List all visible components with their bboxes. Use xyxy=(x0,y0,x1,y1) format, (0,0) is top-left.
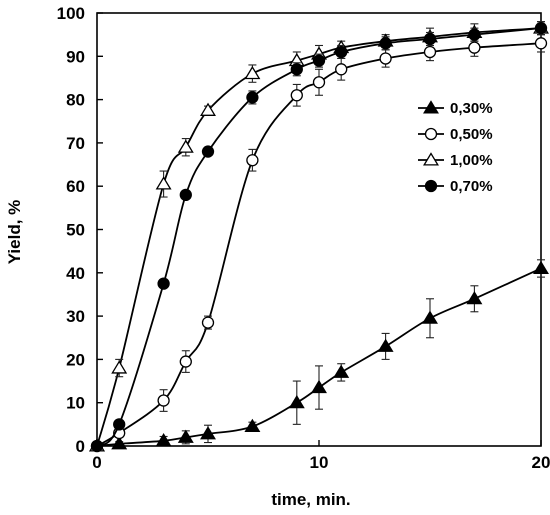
data-point xyxy=(423,32,437,46)
data-point xyxy=(179,188,192,202)
data-point xyxy=(177,429,194,443)
x-tick-label: 10 xyxy=(310,453,329,472)
data-point xyxy=(533,260,549,274)
legend-label: 0,70% xyxy=(450,178,493,195)
data-point xyxy=(335,45,348,59)
legend-marker xyxy=(423,152,439,166)
x-axis-title: time, min. xyxy=(271,490,350,509)
legend-label: 1,00% xyxy=(450,152,493,169)
data-point xyxy=(468,41,481,54)
legend: 0,30% 0,50% 1,00% 0,70% xyxy=(418,100,493,195)
data-point xyxy=(311,379,327,394)
data-point xyxy=(200,102,216,116)
axes: 0 10 20 30 40 50 60 70 80 90 100 0 10 20 xyxy=(57,4,550,472)
y-tick-label: 40 xyxy=(66,264,85,283)
data-point xyxy=(377,338,394,352)
data-point xyxy=(179,355,192,368)
legend-item: 0,30% xyxy=(418,100,493,117)
data-point xyxy=(312,54,326,67)
y-tick-label: 20 xyxy=(66,350,85,369)
data-point xyxy=(423,45,437,59)
y-tick-label: 80 xyxy=(66,91,85,110)
data-point xyxy=(201,145,215,158)
data-point xyxy=(466,291,483,305)
y-tick-label: 90 xyxy=(66,47,85,66)
data-point xyxy=(379,37,392,50)
legend-item: 1,00% xyxy=(418,152,493,169)
data-point xyxy=(534,22,548,35)
legend-item: 0,50% xyxy=(418,126,493,143)
data-point xyxy=(379,52,392,65)
y-tick-label: 70 xyxy=(66,134,85,153)
data-point xyxy=(201,316,215,329)
legend-marker xyxy=(424,179,438,193)
series-2 xyxy=(90,34,548,453)
series-layer xyxy=(89,20,549,453)
data-point xyxy=(333,364,350,378)
legend-label: 0,30% xyxy=(450,100,493,117)
data-point xyxy=(335,63,348,76)
y-tick-label: 100 xyxy=(57,4,85,23)
series-1 xyxy=(89,259,549,452)
data-point xyxy=(111,360,128,374)
data-point xyxy=(157,277,170,290)
data-point xyxy=(290,63,303,76)
data-point xyxy=(534,37,548,50)
y-tick-label: 50 xyxy=(66,221,85,240)
legend-marker xyxy=(424,127,438,141)
data-point xyxy=(468,28,481,41)
data-point xyxy=(90,439,104,453)
data-point xyxy=(244,418,261,433)
x-tick-label: 20 xyxy=(532,453,550,472)
data-point xyxy=(246,154,259,167)
data-point xyxy=(200,426,216,440)
y-axis-title: Yield, % xyxy=(5,200,24,265)
legend-marker xyxy=(423,100,439,114)
data-point xyxy=(113,418,126,431)
data-point xyxy=(288,394,305,409)
y-tick-label: 10 xyxy=(66,394,85,413)
legend-label: 0,50% xyxy=(450,126,493,143)
data-point xyxy=(312,76,326,89)
legend-item: 0,70% xyxy=(418,178,493,195)
x-tick-label: 0 xyxy=(92,453,101,472)
data-point xyxy=(111,436,128,450)
data-point xyxy=(157,394,170,407)
data-point xyxy=(290,89,303,102)
data-point xyxy=(422,310,438,324)
y-tick-label: 30 xyxy=(66,307,85,326)
data-point xyxy=(244,65,261,80)
data-point xyxy=(246,91,259,104)
y-tick-label: 0 xyxy=(76,437,85,456)
data-point xyxy=(177,139,194,153)
data-point xyxy=(155,176,172,190)
y-tick-label: 60 xyxy=(66,177,85,196)
series-4 xyxy=(90,21,548,453)
data-point xyxy=(155,433,172,447)
